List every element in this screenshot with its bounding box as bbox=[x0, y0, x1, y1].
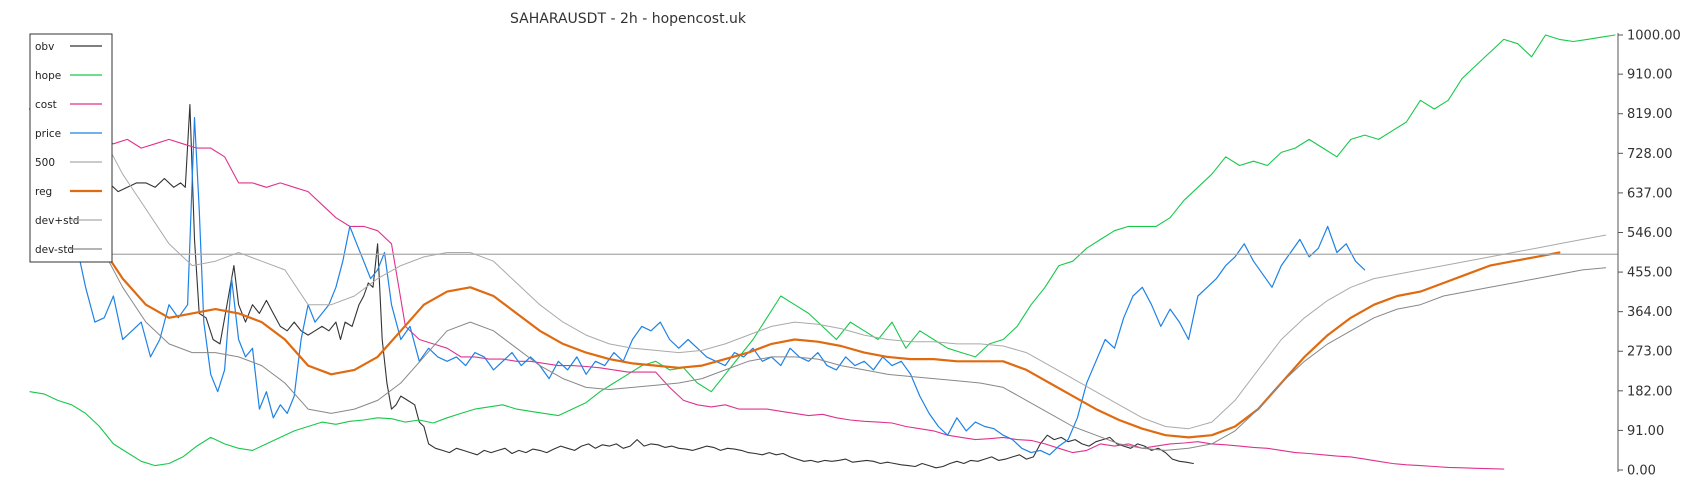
chart-title: SAHARAUSDT - 2h - hopencost.uk bbox=[509, 11, 746, 27]
y-tick-label: 182.00 bbox=[1627, 384, 1673, 399]
series-line-price bbox=[29, 117, 1366, 456]
y-tick-label: 364.00 bbox=[1627, 305, 1673, 320]
y-tick-label: 0.00 bbox=[1627, 464, 1656, 479]
legend-label-price: price bbox=[35, 128, 61, 140]
legend-label-reg: reg bbox=[35, 186, 52, 198]
y-axis: 1000.00 910.00 819.00 728.00 637.00 546.00 455… bbox=[1617, 29, 1681, 479]
legend: obv hope cost price 500 reg dev+std dev-std bbox=[29, 33, 113, 263]
series-line-cost bbox=[29, 108, 1505, 470]
y-tick-label: 273.00 bbox=[1627, 345, 1673, 360]
series-layer bbox=[28, 34, 1616, 470]
y-tick-label: 1000.00 bbox=[1627, 29, 1681, 44]
legend-label-cost: cost bbox=[35, 99, 57, 111]
y-tick-label: 455.00 bbox=[1627, 266, 1673, 281]
legend-label-hope: hope bbox=[35, 70, 61, 82]
legend-label-obv: obv bbox=[35, 41, 54, 53]
y-tick-label: 546.00 bbox=[1627, 226, 1673, 241]
series-line-hope bbox=[29, 34, 1616, 467]
series-line-dev-std bbox=[29, 121, 1607, 451]
legend-label-500: 500 bbox=[35, 157, 55, 169]
series-line-reg bbox=[28, 107, 1561, 439]
y-tick-label: 91.00 bbox=[1627, 424, 1664, 439]
y-tick-label: 728.00 bbox=[1627, 147, 1673, 162]
legend-label-dev-std: dev-std bbox=[35, 244, 74, 256]
legend-box bbox=[29, 33, 113, 263]
legend-label-dev-std: dev+std bbox=[35, 215, 79, 227]
y-tick-label: 637.00 bbox=[1627, 186, 1673, 201]
series-line-obv bbox=[29, 99, 1194, 469]
y-tick-label: 819.00 bbox=[1627, 107, 1673, 122]
y-tick-label: 910.00 bbox=[1627, 68, 1673, 83]
series-line-dev-std bbox=[29, 60, 1607, 430]
